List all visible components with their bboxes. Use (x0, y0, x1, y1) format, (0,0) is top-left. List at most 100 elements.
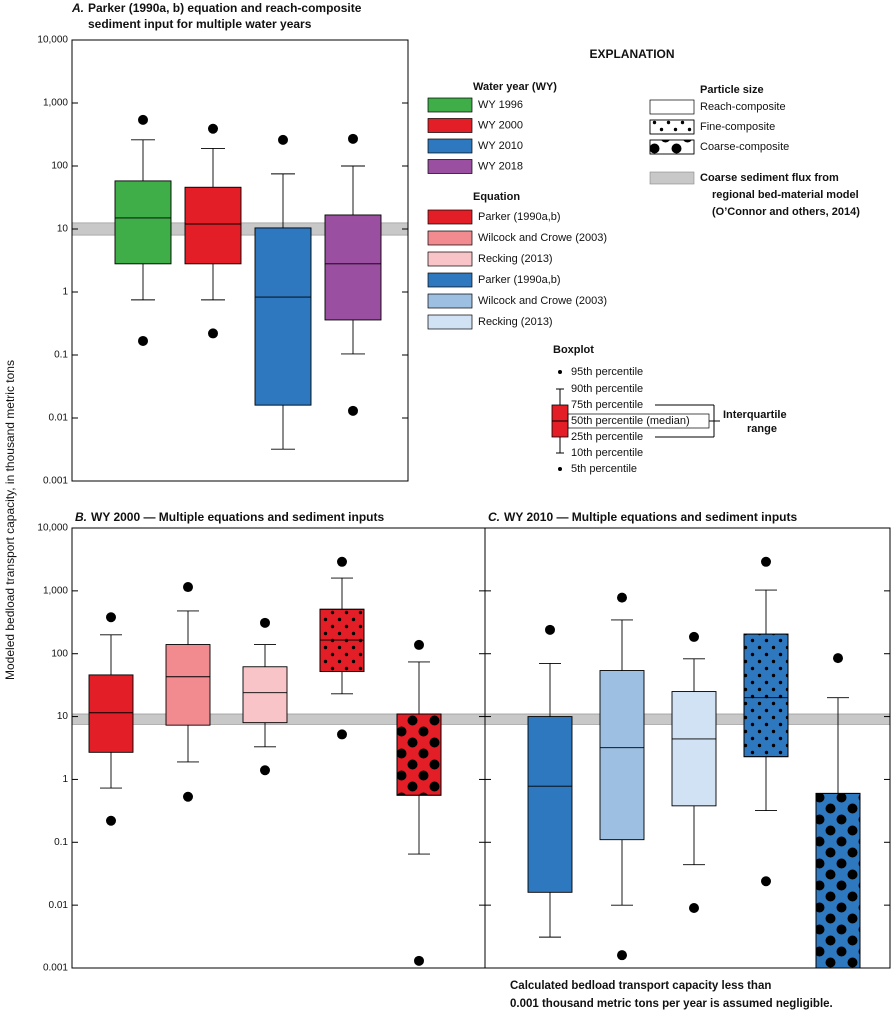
outlier-point (348, 405, 358, 416)
key-bracket-label: range (747, 423, 777, 435)
legend-label: Coarse-composite (700, 141, 789, 153)
outlier-point (833, 653, 843, 664)
outlier-point (545, 624, 555, 635)
outlier-point (278, 134, 288, 145)
y-tick-label: 100 (51, 161, 68, 172)
key-label: 95th percentile (571, 366, 643, 378)
y-tick-label: 0.1 (54, 837, 68, 848)
box (671, 691, 717, 807)
y-tick-label: 10,000 (37, 523, 68, 534)
outlier-point (689, 903, 699, 914)
box (599, 670, 645, 841)
outlier-point (183, 791, 193, 802)
legend-swatch (427, 251, 473, 267)
legend-label: Recking (2013) (478, 316, 553, 328)
plot-frame (484, 527, 891, 969)
y-tick-label: 10 (57, 224, 69, 235)
outlier-point (617, 950, 627, 961)
legend-swatch (649, 99, 695, 115)
y-tick-label: 0.001 (43, 476, 68, 487)
legend-swatch (427, 293, 473, 309)
legend-label: Recking (2013) (478, 253, 553, 265)
panel-letter: C. (488, 510, 500, 524)
key-bracket-label: Interquartile (723, 409, 787, 421)
y-tick-label: 10,000 (37, 35, 68, 46)
key-dot (558, 467, 562, 471)
outlier-point (138, 335, 148, 346)
legend-label: WY 2018 (478, 160, 523, 172)
panel-title: WY 2000 — Multiple equations and sedimen… (91, 510, 384, 524)
box-pattern (815, 792, 861, 969)
outlier-point (348, 133, 358, 144)
legend-swatch (427, 159, 473, 174)
legend-heading: Particle size (700, 84, 764, 96)
legend-heading: Equation (473, 191, 520, 203)
outlier-point (183, 582, 193, 593)
outlier-point (414, 639, 424, 650)
key-label: 10th percentile (571, 447, 643, 459)
legend-heading: Water year (WY) (473, 81, 557, 93)
box (114, 180, 172, 265)
box-pattern (396, 713, 442, 796)
y-tick-label: 100 (51, 648, 68, 659)
legend-band-swatch (649, 171, 695, 185)
box (88, 674, 134, 753)
plot-frame (71, 39, 409, 482)
y-tick-label: 0.01 (49, 900, 69, 911)
key-label: 50th percentile (median) (571, 415, 690, 427)
outlier-point (138, 114, 148, 125)
box-pattern (743, 633, 789, 758)
outlier-point (337, 556, 347, 567)
panel-title: WY 2010 — Multiple equations and sedimen… (504, 510, 797, 524)
legend-label: Parker (1990a,b) (478, 274, 561, 286)
legend-swatch-pattern (649, 119, 695, 135)
key-dot (558, 370, 562, 374)
explanation-title: EXPLANATION (589, 47, 674, 61)
y-tick-label: 1 (62, 774, 68, 785)
outlier-point (208, 123, 218, 134)
key-label: 5th percentile (571, 463, 637, 475)
outlier-point (106, 612, 116, 623)
y-tick-label: 10 (57, 711, 69, 722)
footnote: Calculated bedload transport capacity le… (510, 980, 771, 992)
box (184, 186, 242, 265)
box (527, 716, 573, 893)
legend-label: Parker (1990a,b) (478, 211, 561, 223)
y-tick-label: 1,000 (43, 98, 68, 109)
box (254, 227, 312, 406)
outlier-point (106, 815, 116, 826)
outlier-point (689, 631, 699, 642)
box (324, 214, 382, 321)
legend-label: WY 1996 (478, 99, 523, 111)
legend-swatch (427, 97, 473, 113)
y-tick-label: 0.001 (43, 963, 68, 974)
legend-swatch (427, 118, 473, 133)
y-tick-label: 0.1 (54, 350, 68, 361)
legend-swatch (427, 230, 473, 246)
y-axis-label: Modeled bedload transport capacity, in t… (3, 360, 17, 680)
legend-label: Wilcock and Crowe (2003) (478, 232, 607, 244)
legend-label: Reach-composite (700, 101, 786, 113)
panel-title: Parker (1990a, b) equation and reach-com… (88, 1, 362, 15)
legend-swatch (427, 209, 473, 225)
legend-swatch (427, 314, 473, 330)
key-label: 25th percentile (571, 431, 643, 443)
legend-swatch (427, 138, 473, 154)
legend-swatch-pattern (649, 139, 695, 155)
legend-label: Wilcock and Crowe (2003) (478, 295, 607, 307)
legend-label: Fine-composite (700, 121, 775, 133)
key-label: 75th percentile (571, 399, 643, 411)
outlier-point (761, 556, 771, 567)
outlier-point (260, 617, 270, 628)
legend-heading: Boxplot (553, 344, 594, 356)
outlier-point (260, 765, 270, 776)
y-tick-label: 0.01 (49, 413, 69, 424)
outlier-point (617, 592, 627, 603)
outlier-point (761, 876, 771, 887)
legend-swatch (427, 272, 473, 288)
legend-label: Coarse sediment flux from (700, 172, 839, 184)
panel-letter: B. (75, 510, 87, 524)
outlier-point (414, 955, 424, 966)
box (165, 644, 211, 726)
